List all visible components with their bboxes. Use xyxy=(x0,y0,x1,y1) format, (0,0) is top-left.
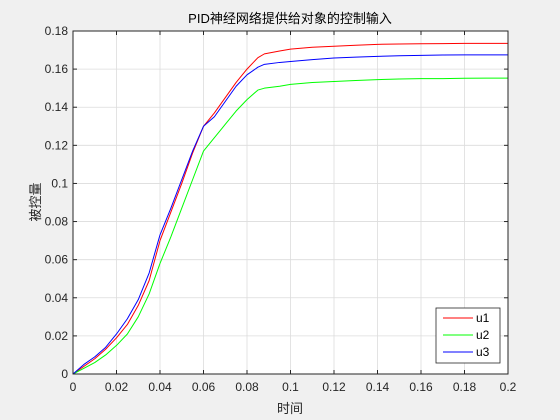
x-tick-label: 0.16 xyxy=(409,380,433,394)
legend: u1 u2 u3 xyxy=(435,307,501,364)
x-tick-label: 0.08 xyxy=(235,380,259,394)
chart-title: PID神经网络提供给对象的控制输入 xyxy=(188,11,392,26)
tick-marks xyxy=(72,30,509,375)
x-tick-label: 0.1 xyxy=(282,380,299,394)
y-tick-label: 0.04 xyxy=(45,291,69,305)
y-axis-label: 被控量 xyxy=(29,182,44,221)
series-layer xyxy=(72,42,508,375)
legend-label-u3: u3 xyxy=(476,345,490,359)
x-axis-label: 时间 xyxy=(277,402,303,417)
legend-label-u2: u2 xyxy=(476,328,490,342)
tick-labels: 0 0.02 0.04 0.06 0.08 0.1 0.12 0.14 0.16 0.18 0.2 0… xyxy=(45,24,517,394)
x-tick-label: 0.12 xyxy=(322,380,346,394)
y-tick-label: 0.02 xyxy=(45,329,69,343)
x-tick-label: 0.2 xyxy=(500,380,517,394)
y-tick-label: 0.06 xyxy=(45,253,69,267)
series-line-u3 xyxy=(72,54,508,375)
x-tick-label: 0.14 xyxy=(366,380,390,394)
legend-label-u1: u1 xyxy=(476,311,490,325)
x-tick-label: 0 xyxy=(70,380,77,394)
x-tick-label: 0.04 xyxy=(148,380,172,394)
x-tick-label: 0.02 xyxy=(105,380,129,394)
y-tick-label: 0.1 xyxy=(51,176,68,190)
y-tick-label: 0.08 xyxy=(45,215,69,229)
series-line-u1 xyxy=(72,42,508,375)
y-tick-label: 0 xyxy=(61,367,68,381)
y-tick-label: 0.14 xyxy=(45,100,69,114)
x-tick-label: 0.18 xyxy=(453,380,477,394)
y-tick-label: 0.12 xyxy=(45,138,69,152)
y-tick-label: 0.18 xyxy=(45,24,69,38)
y-tick-label: 0.16 xyxy=(45,62,69,76)
x-tick-label: 0.06 xyxy=(192,380,216,394)
series-line-u2 xyxy=(72,77,508,375)
